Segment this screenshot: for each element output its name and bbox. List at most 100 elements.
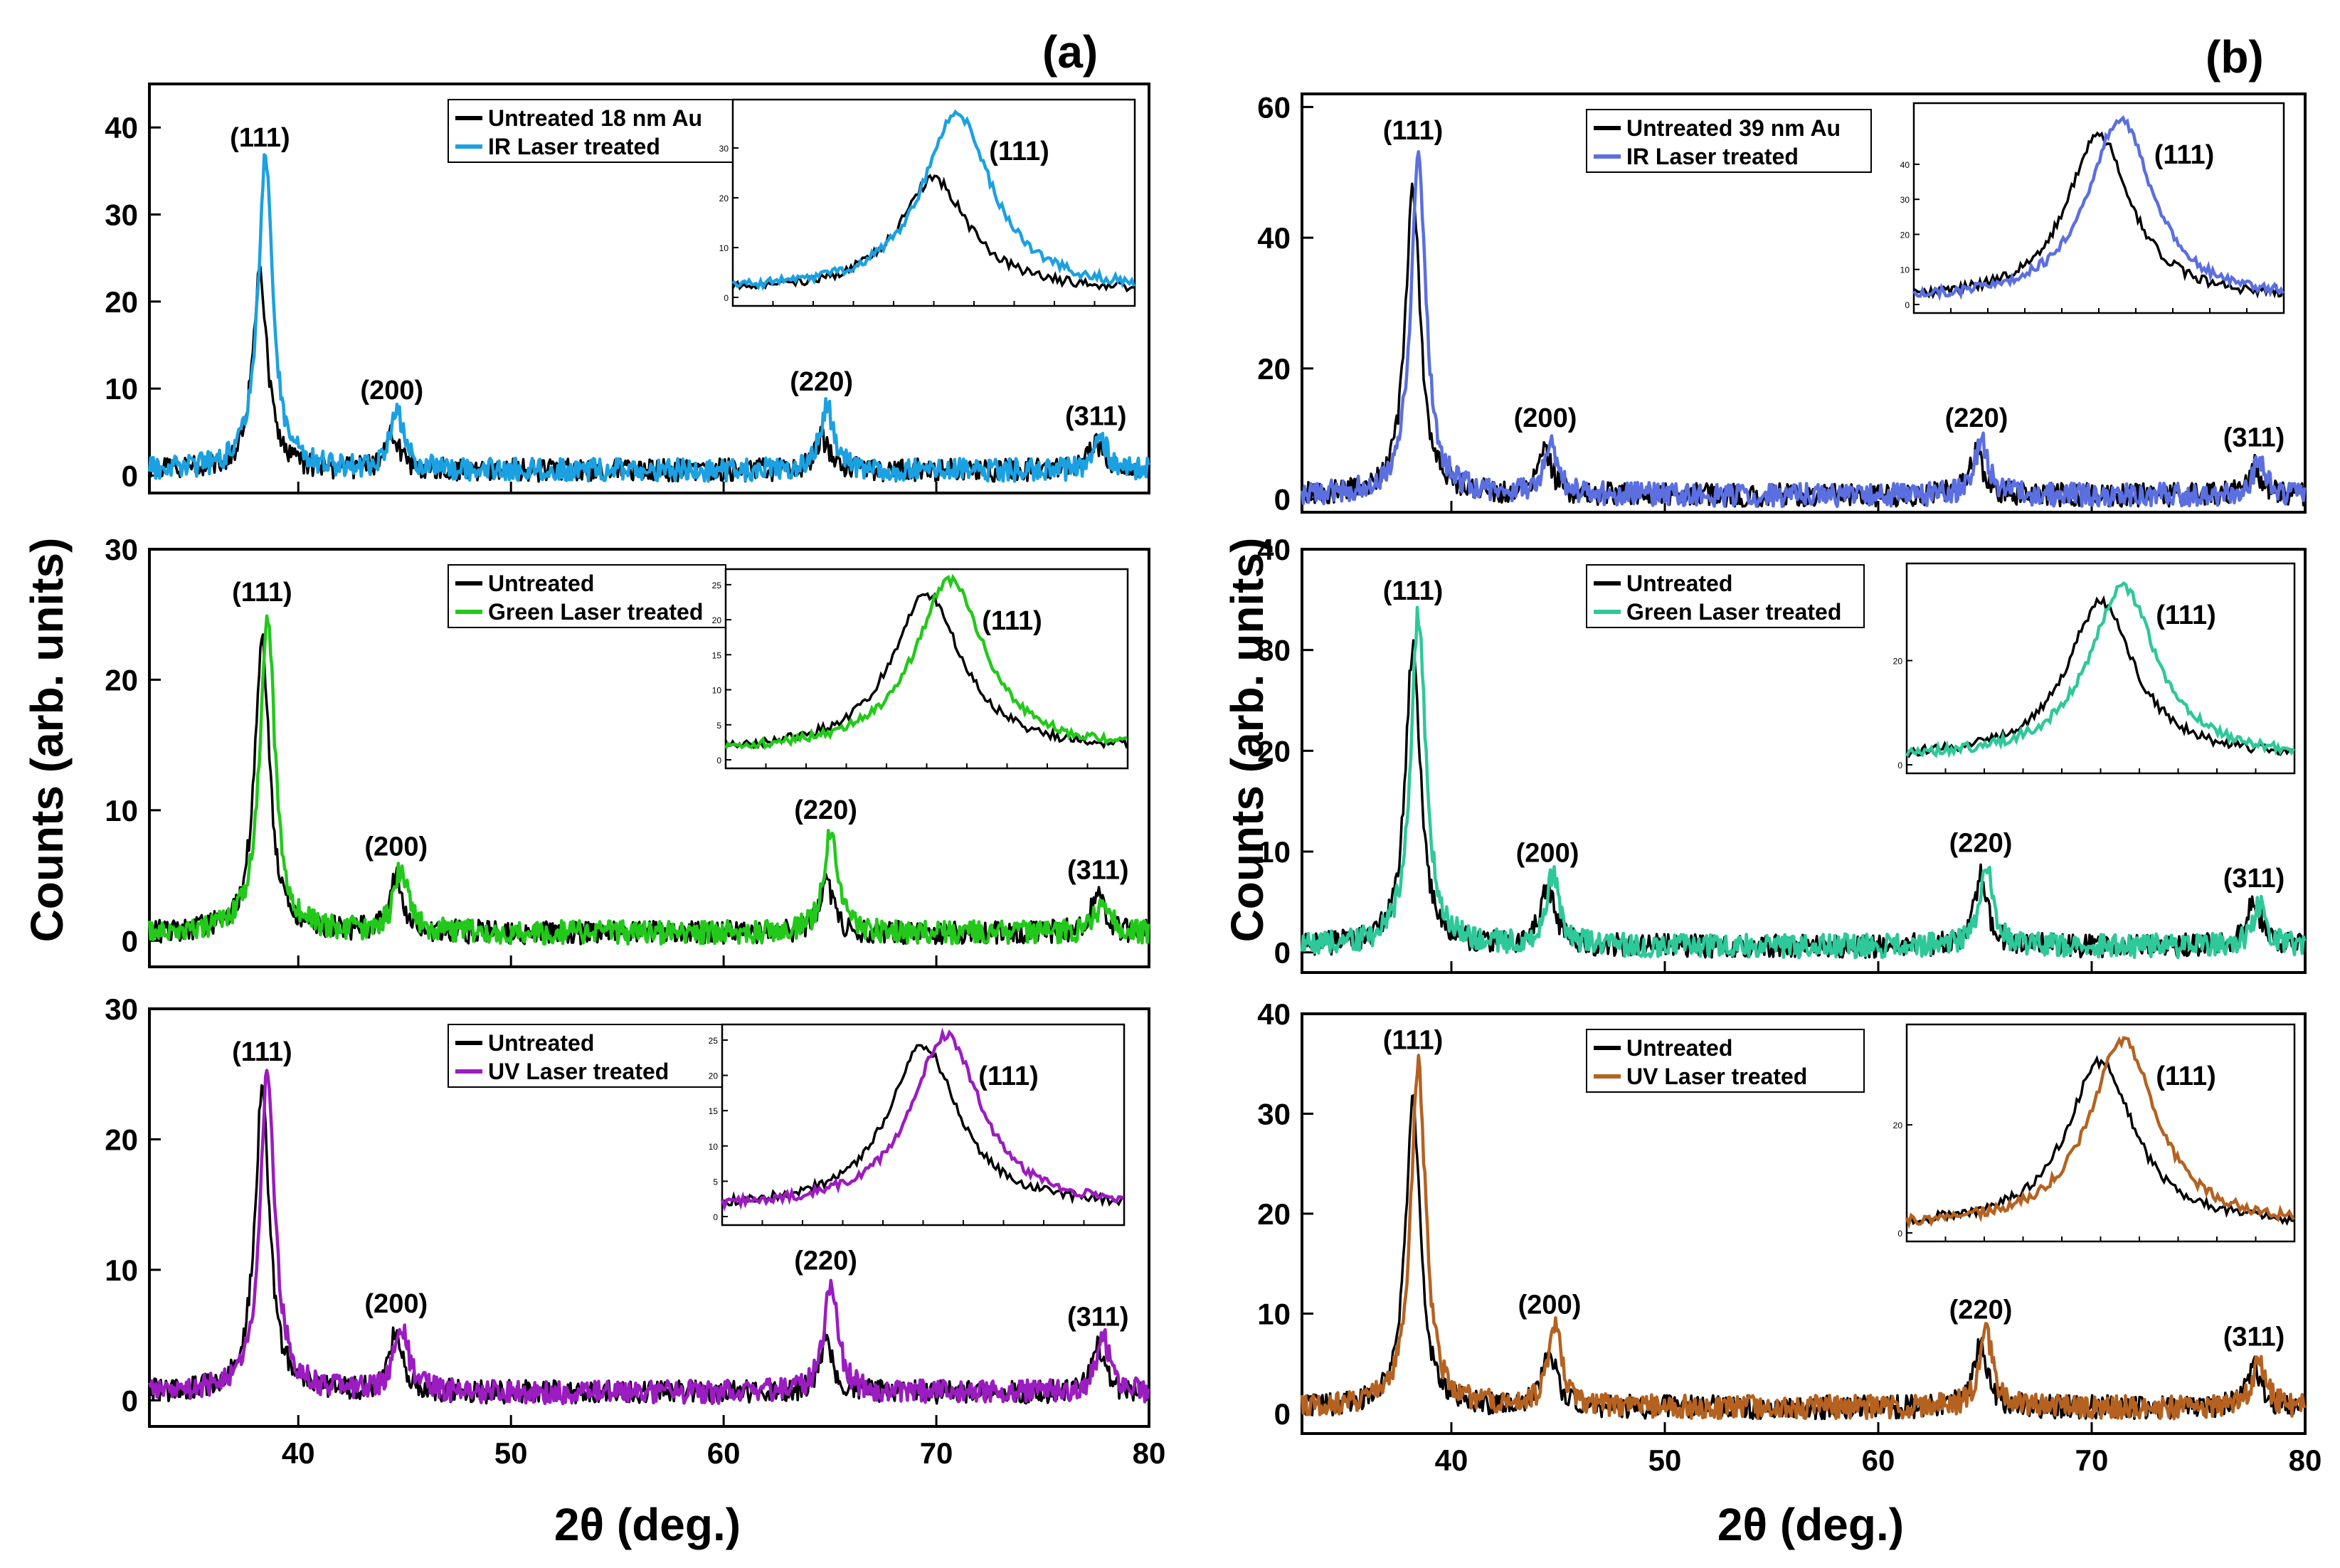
legend-box <box>448 1024 726 1088</box>
plot-panel-a-2: 0 10 20 30 (111) (200) (220) (311) Untreated Gree… <box>105 533 1150 968</box>
plot-panel-a-1: 0 10 20 30 40 (111) (200) (220) (311) Untreated 1… <box>105 83 1150 494</box>
peak-label: (220) <box>794 795 857 825</box>
y-tick-label: 0 <box>1274 936 1291 970</box>
y-tick-label: 0 <box>1274 1397 1291 1431</box>
y-tick-label: 40 <box>1257 221 1291 255</box>
inset-111: 0 20 (111) <box>1893 1023 2296 1243</box>
legend: Untreated 39 nm Au IR Laser treated <box>1586 109 1872 173</box>
y-tick-label: 0 <box>122 460 138 493</box>
plot-panel-b-3: 0 10 20 30 40 40 50 60 70 80 (111) (200) (220) (311) U… <box>1257 997 2322 1477</box>
inset-y-tick-label: 20 <box>709 1071 719 1081</box>
inset-series-laser-treated <box>1905 581 2295 758</box>
y-tick-label: 20 <box>1257 352 1291 386</box>
y-axis-title-b: Counts (arb. units) <box>1222 538 1273 943</box>
inset-series-laser-treated <box>1905 1036 2295 1229</box>
x-axis-title-a: 2θ (deg.) <box>554 1499 741 1550</box>
peak-label: (111) <box>230 123 290 153</box>
legend: Untreated UV Laser treated <box>448 1024 726 1088</box>
y-tick-label: 40 <box>1257 997 1291 1031</box>
inset-y-tick-label: 10 <box>709 1142 719 1152</box>
inset-y-tick-label: 0 <box>713 1212 718 1222</box>
inset-111: 0 20 (111) <box>1893 562 2296 775</box>
legend-entry: Green Laser treated <box>488 599 703 625</box>
inset-y-tick-label: 10 <box>1900 265 1910 275</box>
legend-box <box>448 564 726 628</box>
x-tick-label: 40 <box>1435 1443 1468 1477</box>
peak-label: (220) <box>1949 828 2013 858</box>
plot-frame <box>1301 548 2307 974</box>
legend-entry: Untreated <box>488 571 594 596</box>
series-laser-treated <box>1300 605 2307 960</box>
peak-label: (200) <box>1516 839 1579 869</box>
y-tick-label: 10 <box>105 372 138 406</box>
inset-y-tick-label: 0 <box>1905 300 1910 310</box>
legend-entry: UV Laser treated <box>1626 1064 1807 1089</box>
inset-peak-label: (111) <box>989 137 1049 166</box>
legend-box <box>1586 109 1872 173</box>
x-tick-label: 40 <box>282 1436 315 1470</box>
peak-label: (111) <box>1383 1025 1444 1055</box>
legend: Untreated Green Laser treated <box>448 564 726 628</box>
inset-peak-label: (111) <box>2156 600 2216 630</box>
x-tick-label: 70 <box>920 1436 953 1470</box>
peak-label: (200) <box>1514 403 1577 433</box>
y-tick-label: 30 <box>1257 1097 1291 1130</box>
legend-entry: Green Laser treated <box>1626 599 1841 625</box>
plot-frame <box>148 1007 1150 1428</box>
x-tick-label: 60 <box>1862 1443 1895 1477</box>
legend: Untreated Green Laser treated <box>1586 564 1865 628</box>
inset-series-laser-treated <box>731 109 1136 292</box>
inset-peak-label: (111) <box>2154 140 2215 170</box>
y-tick-label: 20 <box>1257 734 1291 768</box>
legend-box <box>1586 564 1865 628</box>
peak-label: (311) <box>2223 1322 2285 1352</box>
inset-peak-label: (111) <box>978 1061 1039 1091</box>
inset-y-tick-label: 0 <box>724 293 729 303</box>
peak-label: (220) <box>1949 1296 2013 1325</box>
inset-series-laser-treated <box>720 1027 1124 1212</box>
inset-frame <box>1905 562 2296 775</box>
peak-label: (200) <box>1518 1291 1582 1320</box>
peak-label: (111) <box>1383 116 1444 146</box>
legend-box <box>1586 1029 1865 1093</box>
peak-label: (111) <box>232 1037 292 1067</box>
inset-111: 0 5 10 15 20 25 (111) <box>709 1023 1126 1227</box>
inset-series-laser-treated <box>724 573 1128 751</box>
peak-label: (200) <box>360 376 423 406</box>
inset-111: 0 10 20 30 (111) <box>719 98 1136 307</box>
inset-y-tick-label: 30 <box>1900 195 1910 205</box>
peak-label: (220) <box>790 367 853 397</box>
inset-y-tick-label: 20 <box>1893 657 1903 667</box>
peak-label: (311) <box>2223 864 2285 894</box>
inset-series-untreated <box>1905 595 2294 759</box>
series-laser-treated <box>1300 149 2307 509</box>
inset-y-tick-label: 20 <box>719 194 729 203</box>
inset-y-tick-label: 20 <box>1900 230 1910 240</box>
legend: Untreated 18 nm Au IR Laser treated <box>448 99 734 163</box>
peak-label: (200) <box>364 832 428 862</box>
y-tick-label: 30 <box>1257 634 1291 667</box>
peak-label: (311) <box>2223 423 2285 453</box>
y-tick-label: 20 <box>105 663 138 696</box>
legend-entry: UV Laser treated <box>488 1059 669 1084</box>
legend-entry: Untreated <box>488 1030 594 1056</box>
legend-entry: Untreated 18 nm Au <box>488 105 702 131</box>
inset-y-tick-label: 5 <box>713 1177 718 1187</box>
y-tick-label: 30 <box>105 198 138 232</box>
inset-y-tick-label: 0 <box>716 756 721 766</box>
inset-y-tick-label: 40 <box>1900 160 1910 170</box>
y-tick-label: 20 <box>1257 1197 1291 1231</box>
x-tick-label: 50 <box>494 1436 528 1470</box>
inset-y-tick-label: 15 <box>712 650 722 660</box>
x-axis-title-b: 2θ (deg.) <box>1717 1499 1904 1550</box>
legend-entry: IR Laser treated <box>488 134 660 159</box>
series-laser-treated <box>147 1069 1150 1406</box>
inset-frame <box>731 98 1136 307</box>
plot-frame <box>1301 1012 2307 1435</box>
peak-label: (311) <box>1067 1302 1129 1332</box>
x-tick-label: 80 <box>2289 1443 2322 1477</box>
inset-y-tick-label: 5 <box>716 721 721 731</box>
inset-peak-label: (111) <box>982 606 1042 636</box>
